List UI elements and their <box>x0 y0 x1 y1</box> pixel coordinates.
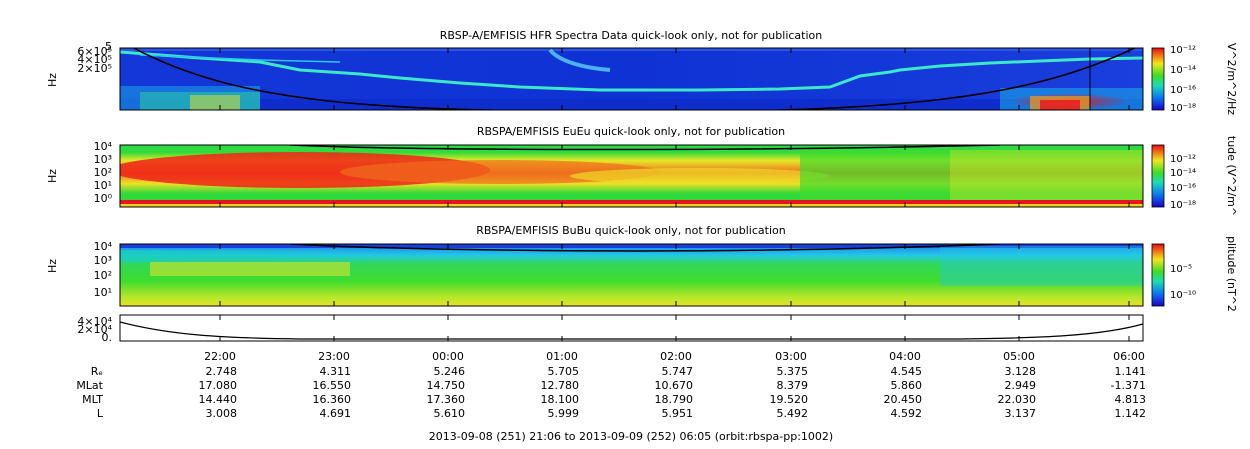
panel-eueu: RBSPA/EMFISIS EuEu quick-look only, not … <box>46 125 1238 216</box>
ephemeris-value: 16.550 <box>313 379 352 392</box>
panel-bubu-title: RBSPA/EMFISIS BuBu quick-look only, not … <box>476 224 786 237</box>
ephemeris-value: 20.450 <box>884 393 923 406</box>
ephemeris-row-label: MLat <box>76 379 103 392</box>
time-tick-label: 00:00 <box>432 350 464 363</box>
panel-hfr-ylabel: Hz <box>46 73 59 87</box>
colorbar-tick: 10⁻¹⁶ <box>1170 85 1196 96</box>
panel-hfr-ytick: 6×10⁵ <box>77 45 112 58</box>
ephemeris-value: 14.750 <box>427 379 466 392</box>
ephemeris-row-label: Rₑ <box>91 365 103 378</box>
panel-bubu-colorbar-label: plitude (nT^2 <box>1225 236 1238 312</box>
ephemeris-row-label: L <box>97 407 104 420</box>
panel-bubu-colorbar: 10⁻⁵ 10⁻¹⁰ plitude (nT^2 <box>1151 236 1238 312</box>
ephemeris-value: 17.080 <box>199 379 238 392</box>
ephemeris-value: 4.545 <box>891 365 923 378</box>
ephemeris-value: 5.999 <box>548 407 580 420</box>
colorbar-tick: 10⁻¹² <box>1170 45 1196 56</box>
ephemeris-value: 18.790 <box>655 393 694 406</box>
panel-eueu-spectrogram <box>120 145 1143 207</box>
panel-eueu-ylabel: Hz <box>46 169 59 183</box>
ephemeris-value: 8.379 <box>777 379 809 392</box>
time-tick-label: 23:00 <box>318 350 350 363</box>
colorbar-tick: 10⁻¹⁸ <box>1170 103 1196 114</box>
ephemeris-value: 18.100 <box>541 393 580 406</box>
panel-hfr-spectrogram <box>120 48 1143 110</box>
panel-eueu-ytick: 10² <box>94 166 112 179</box>
ephemeris-value: 1.141 <box>1115 365 1147 378</box>
panel-bubu: RBSPA/EMFISIS BuBu quick-look only, not … <box>46 224 1238 312</box>
colorbar-tick: 10⁻¹⁸ <box>1170 200 1196 211</box>
colorbar-tick: 10⁻¹⁶ <box>1170 183 1196 194</box>
time-tick-label: 03:00 <box>775 350 807 363</box>
ephemeris-value: 5.747 <box>662 365 694 378</box>
panel-hfr: RBSP-A/EMFISIS HFR Spectra Data quick-lo… <box>46 29 1238 115</box>
panel-eueu-ytick: 10⁴ <box>94 140 113 153</box>
panel-eueu-colorbar-label: tude (V^2/m^ <box>1225 136 1238 216</box>
panel-eueu-ytick: 10³ <box>94 153 112 166</box>
ephemeris-value: 10.670 <box>655 379 694 392</box>
time-tick-label: 22:00 <box>204 350 236 363</box>
ephemeris-value: -1.371 <box>1111 379 1146 392</box>
ephemeris-value: 2.748 <box>206 365 238 378</box>
ephemeris-value: 22.030 <box>998 393 1037 406</box>
panel-line: 4×10⁴ 2×10⁴ 0. <box>77 314 1144 344</box>
colorbar-tick: 10⁻¹⁴ <box>1170 65 1196 76</box>
panel-eueu-colorbar: 10⁻¹² 10⁻¹⁴ 10⁻¹⁶ 10⁻¹⁸ tude (V^2/m^ <box>1151 136 1238 216</box>
ephemeris-value: 3.137 <box>1005 407 1037 420</box>
time-tick-label: 02:00 <box>660 350 692 363</box>
colorbar-tick: 10⁻¹⁰ <box>1170 290 1196 301</box>
ephemeris-value: 5.246 <box>434 365 466 378</box>
panel-hfr-colorbar-label: V^2/m^2/Hz <box>1225 43 1238 115</box>
ephemeris-value: 3.128 <box>1005 365 1037 378</box>
ephemeris-value: 4.592 <box>891 407 923 420</box>
panel-line-ytick: 4×10⁴ <box>77 315 112 328</box>
panel-line-ytick: 2×10⁴ <box>77 323 112 336</box>
ephemeris-value: 17.360 <box>427 393 466 406</box>
time-range-caption: 2013-09-08 (251) 21:06 to 2013-09-09 (25… <box>429 430 833 443</box>
panel-hfr-colorbar: 10⁻¹² 10⁻¹⁴ 10⁻¹⁶ 10⁻¹⁸ V^2/m^2/Hz <box>1151 43 1238 115</box>
time-tick-label: 01:00 <box>546 350 578 363</box>
colorbar-tick: 10⁻¹² <box>1170 154 1196 165</box>
ephemeris-value: 1.142 <box>1115 407 1147 420</box>
ephemeris-value: 5.951 <box>662 407 694 420</box>
ephemeris-value: 4.311 <box>320 365 352 378</box>
ephemeris-value: 3.008 <box>206 407 238 420</box>
panel-hfr-ytick: 2×10⁵ <box>77 62 112 75</box>
colorbar-tick: 10⁻¹⁴ <box>1170 168 1196 179</box>
ephemeris-value: 5.492 <box>777 407 809 420</box>
ephemeris-value: 5.375 <box>777 365 809 378</box>
time-tick-label: 04:00 <box>889 350 921 363</box>
ephemeris-table: Rₑ 2.748 4.311 5.246 5.705 5.747 5.375 4.545 3.1… <box>76 365 1146 420</box>
ephemeris-value: 19.520 <box>770 393 809 406</box>
panel-bubu-ytick: 10³ <box>94 254 112 267</box>
panel-eueu-ytick: 10⁰ <box>94 192 113 205</box>
panel-hfr-ytick: 4×10⁵ <box>77 53 112 66</box>
panel-bubu-ylabel: Hz <box>46 259 59 273</box>
panel-bubu-ytick: 10¹ <box>94 286 112 299</box>
ephemeris-row-label: MLT <box>82 393 103 406</box>
ephemeris-value: 5.860 <box>891 379 923 392</box>
time-axis-ticks: 22:00 23:00 00:00 01:00 02:00 03:00 04:00 05:00… <box>204 48 1145 363</box>
time-tick-label: 05:00 <box>1003 350 1035 363</box>
colorbar-tick: 10⁻⁵ <box>1170 264 1192 275</box>
ephemeris-value: 2.949 <box>1005 379 1037 392</box>
time-tick-label: 06:00 <box>1113 350 1145 363</box>
panel-bubu-spectrogram <box>120 244 1143 306</box>
panel-eueu-title: RBSPA/EMFISIS EuEu quick-look only, not … <box>477 125 785 138</box>
ephemeris-value: 12.780 <box>541 379 580 392</box>
panel-hfr-title: RBSP-A/EMFISIS HFR Spectra Data quick-lo… <box>440 29 823 42</box>
ephemeris-value: 14.440 <box>199 393 238 406</box>
ephemeris-value: 4.813 <box>1115 393 1147 406</box>
panel-hfr-ytick-top: 5 <box>105 40 112 53</box>
ephemeris-value: 5.610 <box>434 407 466 420</box>
panel-bubu-ytick: 10² <box>94 269 112 282</box>
panel-bubu-ytick: 10⁴ <box>94 240 113 253</box>
panel-eueu-ytick: 10¹ <box>94 179 112 192</box>
ephemeris-value: 16.360 <box>313 393 352 406</box>
ephemeris-value: 4.691 <box>320 407 352 420</box>
ephemeris-value: 5.705 <box>548 365 580 378</box>
panel-line-ytick: 0. <box>102 331 113 344</box>
